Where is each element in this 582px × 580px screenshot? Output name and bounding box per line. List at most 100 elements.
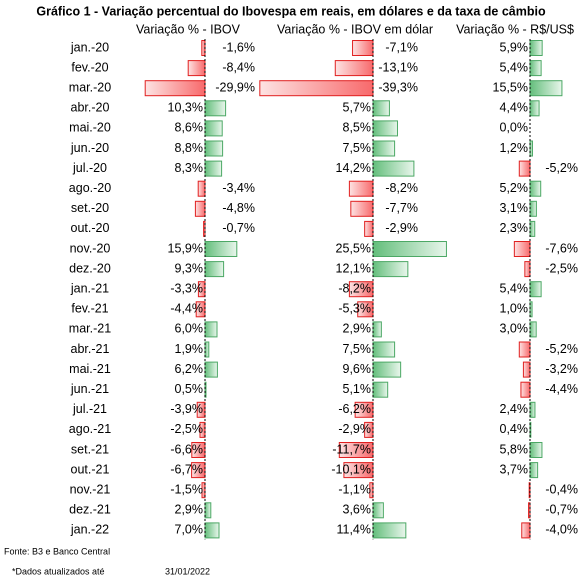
data-bar (194, 200, 206, 217)
data-bar (521, 522, 531, 539)
value-label: 2,4% (500, 402, 529, 416)
value-label: 8,8% (175, 141, 204, 155)
value-label: 6,2% (175, 362, 204, 376)
value-label: -8,4% (222, 60, 255, 74)
value-label: 5,4% (500, 60, 529, 74)
row-label: dez.-21 (69, 503, 111, 517)
data-bar (513, 241, 531, 257)
value-label: -8,2% (385, 181, 418, 195)
value-label: 15,5% (493, 80, 528, 94)
data-bar (518, 341, 531, 358)
data-bar (191, 462, 206, 479)
data-bar (372, 120, 398, 137)
note: *Dados atualizados até (12, 566, 105, 576)
value-label: -39,3% (378, 80, 418, 94)
value-label: -6,6% (170, 442, 203, 456)
value-label: 9,3% (175, 261, 204, 275)
data-bar (372, 522, 407, 539)
value-label: -0,4% (545, 482, 578, 496)
value-label: 1,0% (500, 302, 529, 316)
data-bar (204, 341, 210, 358)
data-bar (201, 482, 206, 499)
value-label: 11,4% (336, 523, 371, 537)
value-label: 4,4% (500, 101, 529, 115)
data-bar (204, 502, 212, 519)
value-label: 0,0% (500, 121, 529, 135)
data-bar (520, 381, 531, 398)
data-bar (529, 442, 543, 458)
data-bar (204, 160, 223, 177)
data-bar (204, 100, 227, 117)
data-bar (529, 60, 542, 77)
value-label: -1,6% (222, 40, 255, 54)
row-label: mar.-21 (69, 322, 111, 336)
data-bar (529, 321, 537, 338)
row-label: jul.-20 (72, 161, 107, 175)
value-label: -1,5% (170, 482, 203, 496)
note-date: 31/01/2022 (165, 566, 210, 576)
data-bar (354, 401, 374, 418)
value-label: -13,1% (378, 60, 418, 74)
data-bar (204, 321, 218, 338)
value-label: 5,2% (500, 181, 529, 195)
data-bar (529, 80, 563, 97)
data-bar (259, 80, 374, 97)
data-bar (372, 381, 389, 398)
value-label: 1,9% (175, 342, 204, 356)
value-label: -1,1% (338, 482, 371, 496)
row-label: set.-21 (71, 442, 109, 456)
data-bar (334, 60, 374, 77)
data-bar (204, 522, 220, 539)
row-label: set.-20 (71, 201, 109, 215)
value-label: -5,2% (545, 342, 578, 356)
value-label: -6,2% (338, 402, 371, 416)
value-label: 5,1% (343, 382, 372, 396)
source: Fonte: B3 e Banco Central (4, 546, 110, 556)
row-label: jun.-21 (70, 382, 109, 396)
data-bar (372, 321, 382, 338)
data-bar (528, 482, 531, 499)
data-bar (372, 241, 447, 257)
value-label: -4,0% (545, 523, 578, 537)
data-bar (522, 361, 531, 378)
chart-title: Gráfico 1 - Variação percentual do Ibove… (36, 4, 546, 18)
value-label: -3,3% (170, 281, 203, 295)
data-bar (204, 381, 207, 398)
value-label: 5,4% (500, 281, 529, 295)
data-bar (199, 421, 206, 438)
value-label: 10,3% (168, 101, 203, 115)
column-header: Variação % - R$/US$ (456, 22, 574, 36)
value-label: -8,2% (338, 281, 371, 295)
data-bar (518, 160, 531, 177)
data-bar (364, 421, 374, 438)
row-label: jun.-20 (70, 141, 109, 155)
data-bar (529, 421, 532, 438)
value-label: -4,4% (545, 382, 578, 396)
value-label: -3,2% (545, 362, 578, 376)
value-label: -7,1% (385, 40, 418, 54)
row-label: fev.-20 (71, 60, 108, 74)
row-label: nov.-21 (70, 482, 111, 496)
data-bar (372, 160, 415, 177)
data-bar (191, 442, 206, 458)
value-label: -0,7% (222, 221, 255, 235)
row-label: abr.-20 (71, 101, 110, 115)
data-bar (352, 40, 374, 56)
value-label: -29,9% (215, 80, 255, 94)
row-label: mai.-21 (69, 362, 111, 376)
data-bar (372, 100, 390, 117)
value-label: -5,3% (338, 302, 371, 316)
value-label: -4,8% (222, 201, 255, 215)
data-bar (338, 442, 374, 458)
column-header: Variação % - IBOV em dólar (277, 22, 433, 36)
value-label: 8,6% (175, 121, 204, 135)
value-label: 3,1% (500, 201, 529, 215)
data-bar (529, 180, 542, 197)
data-bar (372, 341, 396, 358)
data-bar (364, 220, 374, 237)
data-bar (343, 462, 374, 479)
value-label: 1,2% (500, 141, 529, 155)
row-label: fev.-21 (71, 302, 108, 316)
value-label: -7,7% (385, 201, 418, 215)
